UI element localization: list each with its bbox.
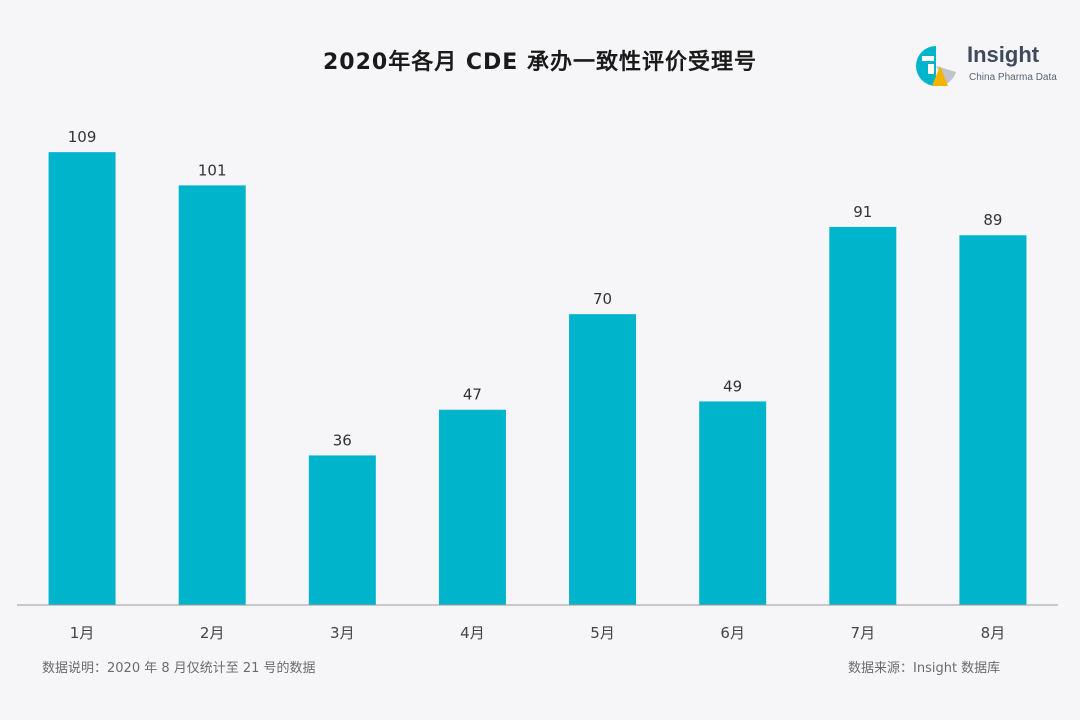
x-tick-label: 5月 (590, 624, 615, 642)
bar (48, 152, 116, 605)
data-label: 91 (853, 203, 872, 221)
bar (178, 185, 246, 605)
bar (569, 314, 637, 605)
x-tick-label: 8月 (981, 624, 1006, 642)
data-label: 101 (198, 161, 227, 179)
data-label: 47 (463, 386, 482, 404)
insight-logo-icon (916, 46, 956, 86)
data-source: 数据来源：Insight 数据库 (848, 661, 1001, 676)
bar (699, 401, 767, 605)
x-tick-label: 6月 (720, 624, 745, 642)
logo-yellow-triangle (932, 66, 948, 86)
x-tick-label: 1月 (70, 624, 95, 642)
chart-title: 2020年各月 CDE 承办一致性评价受理号 (323, 50, 757, 75)
logo-subtitle: China Pharma Data (969, 72, 1057, 83)
x-tick-label: 4月 (460, 624, 485, 642)
bar (959, 235, 1027, 605)
logo-white-bar-1 (922, 56, 934, 61)
logo-name: Insight (967, 42, 1040, 67)
data-label: 89 (983, 211, 1002, 229)
data-label: 109 (68, 128, 97, 146)
bar-chart: 109 1月 101 2月 36 3月 47 4月 70 5月 49 6月 91 7月 89 8月 (17, 128, 1058, 642)
bar (308, 455, 376, 605)
data-label: 49 (723, 377, 742, 395)
x-tick-label: 7月 (851, 624, 876, 642)
logo-white-bar-2 (928, 64, 934, 74)
x-tick-label: 3月 (330, 624, 355, 642)
data-note: 数据说明：2020 年 8 月仅统计至 21 号的数据 (42, 661, 316, 676)
bar (829, 226, 897, 605)
insight-logo: Insight China Pharma Data (912, 40, 1062, 90)
data-label: 36 (333, 431, 352, 449)
x-tick-label: 2月 (200, 624, 225, 642)
bar (438, 409, 506, 605)
data-label: 70 (593, 290, 612, 308)
